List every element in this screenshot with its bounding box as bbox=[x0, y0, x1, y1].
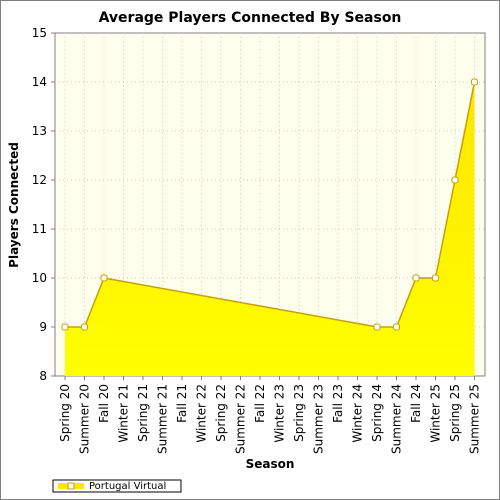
legend-label: Portugal Virtual bbox=[89, 481, 166, 492]
x-tick-label: Spring 25 bbox=[448, 384, 462, 442]
y-tick-label: 13 bbox=[32, 124, 47, 138]
data-point bbox=[451, 176, 459, 184]
y-tick-label: 11 bbox=[32, 222, 47, 236]
x-tick-label: Winter 23 bbox=[273, 384, 287, 443]
x-axis-title: Season bbox=[246, 457, 295, 471]
y-tick-label: 15 bbox=[32, 26, 47, 40]
data-point bbox=[432, 274, 439, 282]
x-tick-label: Summer 23 bbox=[312, 384, 326, 454]
data-point bbox=[393, 323, 400, 331]
legend-marker bbox=[67, 482, 75, 490]
x-tick-label: Spring 21 bbox=[136, 384, 150, 442]
series-markers bbox=[61, 78, 478, 331]
x-tick-label: Fall 22 bbox=[253, 384, 267, 423]
y-tick-label: 8 bbox=[39, 369, 47, 383]
area-fill bbox=[65, 82, 475, 376]
x-tick-label: Fall 23 bbox=[331, 384, 345, 423]
x-tick-label: Fall 20 bbox=[97, 384, 111, 423]
x-tick-label: Summer 20 bbox=[78, 384, 92, 454]
data-point bbox=[412, 274, 420, 282]
x-tick-label: Fall 21 bbox=[175, 384, 189, 423]
legend-box bbox=[52, 479, 182, 493]
x-tick-label: Winter 25 bbox=[429, 384, 443, 443]
x-tick-label: Spring 22 bbox=[214, 384, 228, 442]
x-tick-label: Summer 25 bbox=[468, 384, 482, 454]
y-tick-label: 14 bbox=[32, 75, 47, 89]
y-tick-label: 10 bbox=[32, 271, 47, 285]
x-tick-label: Summer 21 bbox=[156, 384, 170, 454]
x-axis-ticks: Spring 20 Summer 20 Fall 20 Winter 21 Spring… bbox=[58, 376, 482, 454]
x-tick-label: Summer 22 bbox=[234, 384, 248, 454]
x-tick-label: Winter 24 bbox=[351, 384, 365, 443]
data-point bbox=[61, 323, 69, 331]
x-tick-label: Spring 24 bbox=[370, 384, 384, 442]
x-tick-label: Fall 24 bbox=[409, 384, 423, 423]
x-tick-label: Summer 24 bbox=[390, 384, 404, 454]
y-tick-label: 9 bbox=[39, 320, 47, 334]
chart-title: Average Players Connected By Season bbox=[99, 10, 402, 26]
x-tick-label: Winter 21 bbox=[117, 384, 131, 443]
x-tick-label: Spring 20 bbox=[58, 384, 72, 442]
data-point bbox=[100, 274, 108, 282]
x-tick-label: Winter 22 bbox=[195, 384, 209, 443]
x-tick-label: Spring 23 bbox=[292, 384, 306, 442]
data-point bbox=[81, 323, 88, 331]
legend: Portugal Virtual bbox=[52, 479, 182, 493]
y-axis-title: Players Connected bbox=[7, 142, 21, 268]
data-point bbox=[373, 323, 381, 331]
y-tick-label: 12 bbox=[32, 173, 47, 187]
y-axis-ticks: 8 9 10 11 12 13 14 15 bbox=[32, 26, 55, 383]
data-point bbox=[471, 78, 478, 86]
